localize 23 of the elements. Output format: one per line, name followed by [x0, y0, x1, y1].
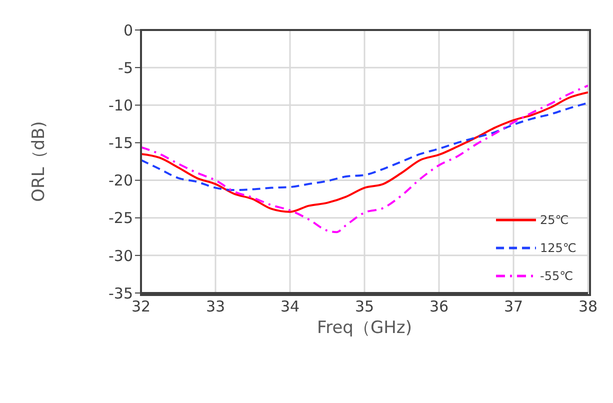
y-axis-title: ORL（dB) — [29, 121, 50, 202]
y-tick-label: -5 — [118, 58, 133, 77]
y-tick-label: -20 — [108, 172, 133, 190]
legend-label: 25℃ — [540, 213, 569, 227]
x-tick-label: 33 — [206, 298, 226, 316]
y-tick-label: -35 — [108, 284, 133, 302]
x-tick-label: 35 — [354, 298, 374, 316]
y-tick-label: -15 — [108, 134, 133, 152]
x-tick-label: 34 — [280, 298, 300, 316]
line-series — [141, 102, 588, 192]
y-tick-label: 0 — [123, 21, 133, 40]
y-tick-label: -25 — [108, 209, 133, 228]
x-tick-label: 36 — [429, 298, 449, 316]
y-tick-label: -30 — [108, 246, 133, 265]
x-axis-title: Freq（GHz) — [317, 318, 412, 338]
x-tick-label: 38 — [578, 298, 598, 316]
line-series — [141, 91, 588, 213]
y-tick-label: -10 — [108, 96, 133, 114]
line-series — [141, 84, 588, 234]
legend-label: 125℃ — [540, 241, 576, 255]
x-tick-label: 37 — [504, 298, 524, 316]
legend-label: -55℃ — [540, 269, 574, 283]
x-tick-label: 32 — [131, 298, 151, 316]
